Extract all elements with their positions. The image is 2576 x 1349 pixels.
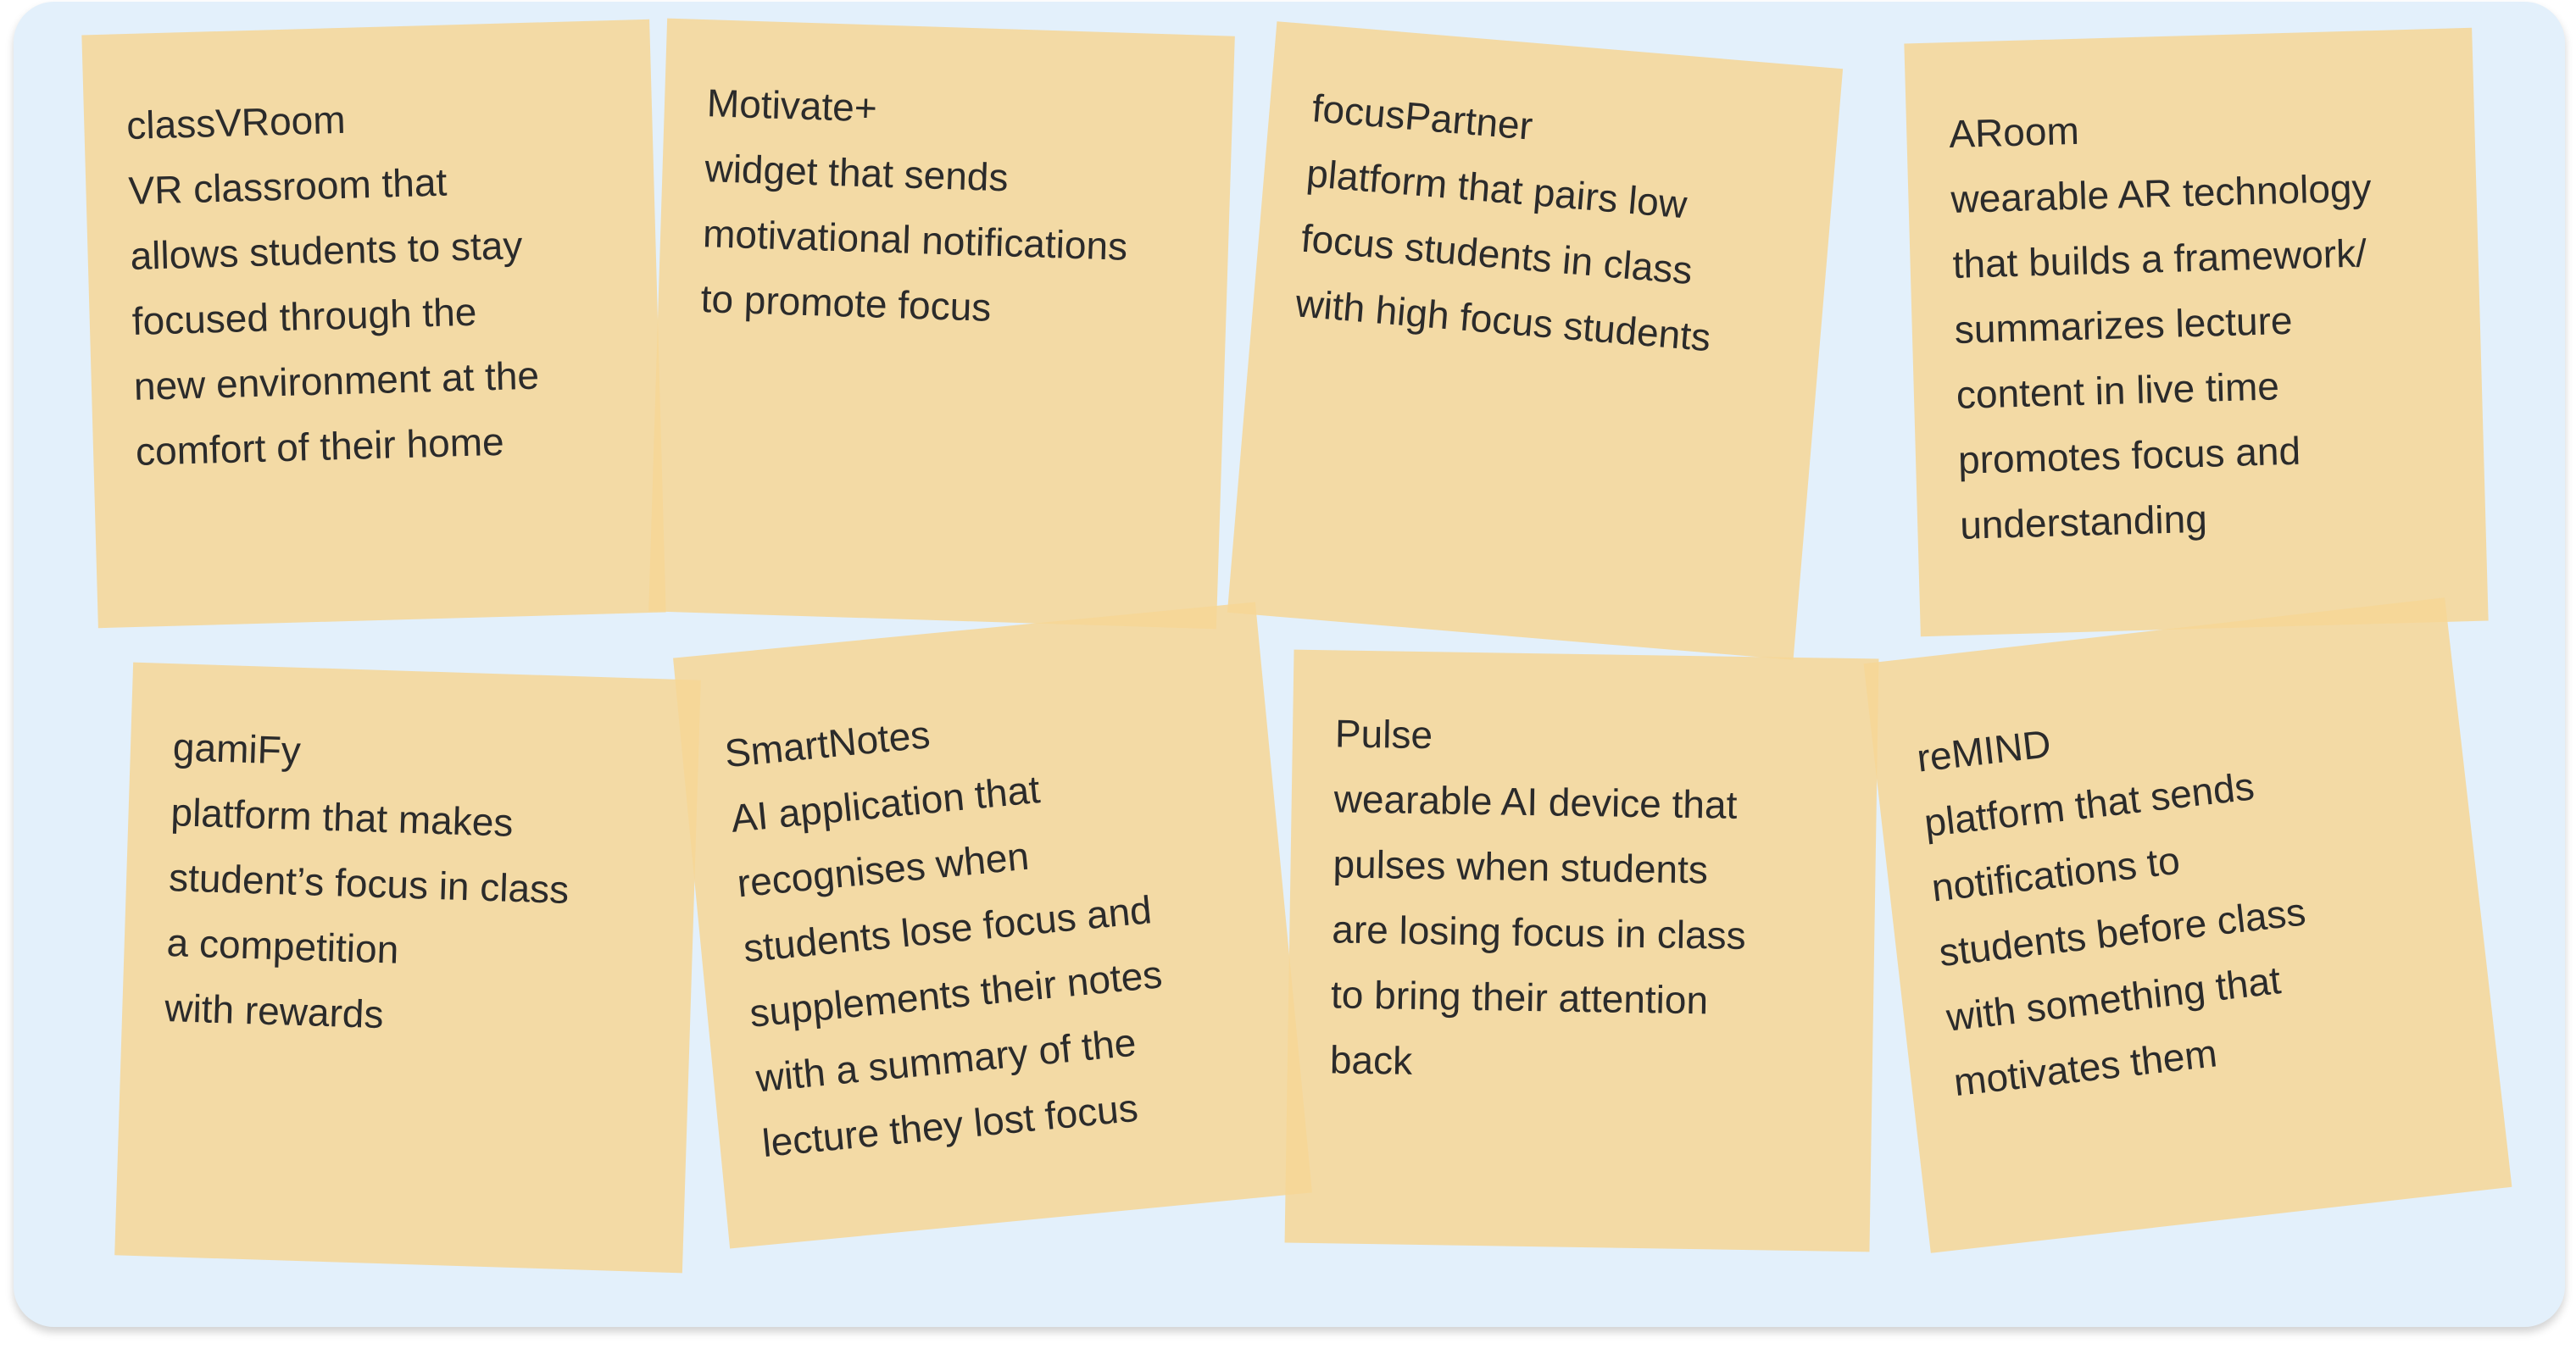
whiteboard-canvas[interactable]: classVRoom VR classroom that allows stud… <box>14 2 2565 1327</box>
sticky-note-gamify[interactable]: gamiFy platform that makes student’s foc… <box>114 662 701 1274</box>
sticky-note-classvroom[interactable]: classVRoom VR classroom that allows stud… <box>81 19 666 629</box>
sticky-note-title: Pulse <box>1334 711 1433 758</box>
sticky-note-pulse[interactable]: Pulse wearable AI device that pulses whe… <box>1284 649 1879 1252</box>
sticky-note-remind[interactable]: reMIND platform that sends notifications… <box>1863 597 2512 1253</box>
sticky-note-body: VR classroom that allows students to sta… <box>127 159 540 474</box>
sticky-note-focuspartner[interactable]: focusPartner platform that pairs low foc… <box>1227 21 1844 660</box>
sticky-note-body: widget that sends motivational notificat… <box>699 146 1128 330</box>
sticky-note-body: platform that makes student’s focus in c… <box>164 790 570 1037</box>
sticky-note-body: wearable AR technology that builds a fra… <box>1950 165 2373 547</box>
sticky-note-motivate[interactable]: Motivate+ widget that sends motivational… <box>648 18 1235 630</box>
sticky-note-body: wearable AI device that pulses when stud… <box>1329 776 1747 1083</box>
sticky-note-body: platform that pairs low focus students i… <box>1294 150 1713 360</box>
sticky-note-smartnotes[interactable]: SmartNotes AI application that recognise… <box>673 602 1312 1249</box>
sticky-note-aroom[interactable]: ARoom wearable AR technology that builds… <box>1904 27 2489 637</box>
sticky-note-body: AI application that recognises when stud… <box>729 767 1165 1166</box>
sticky-note-body: platform that sends notifications to stu… <box>1922 763 2308 1105</box>
